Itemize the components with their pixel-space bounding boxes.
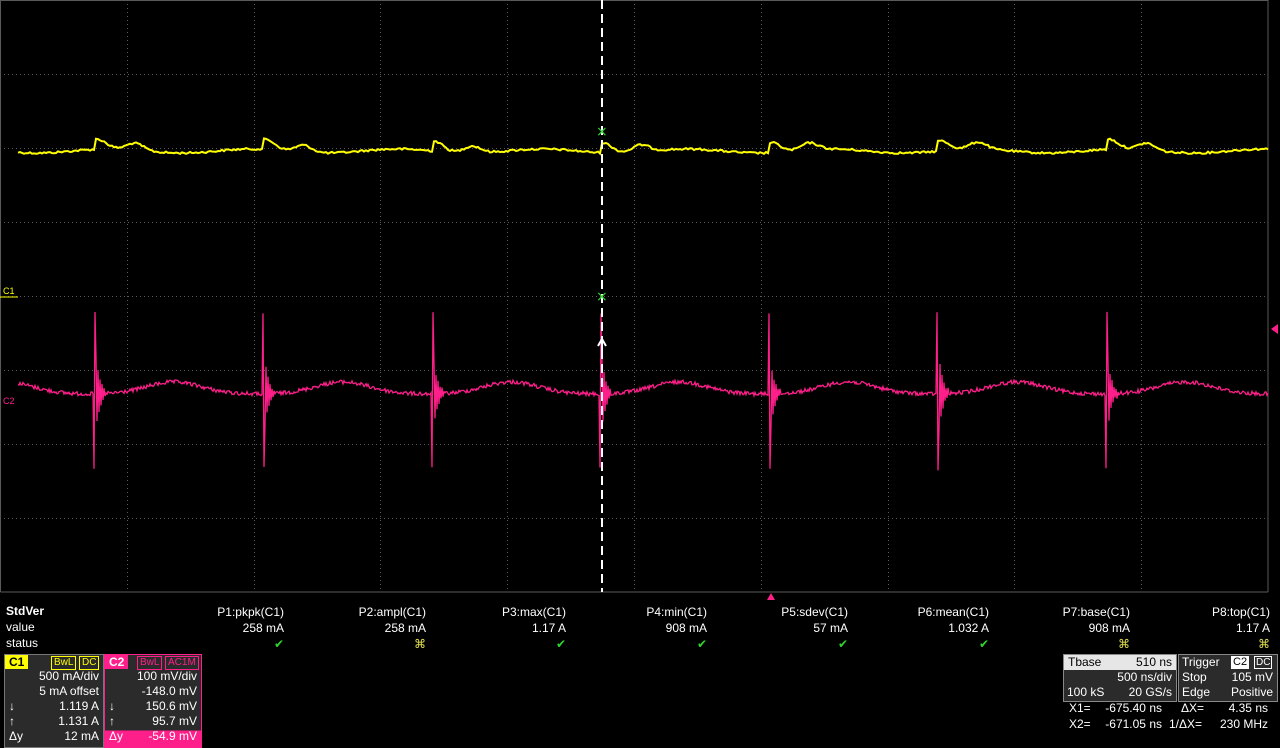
measurement-p4[interactable]: P4:min(C1) 908 mA ✔ xyxy=(577,604,707,652)
channel-2-bwl-flag: BwL xyxy=(137,656,163,670)
channel-1-dy: 12 mA xyxy=(64,729,99,743)
trigger-label: Trigger xyxy=(1182,655,1220,669)
cursor-x1-label: X1= xyxy=(1069,701,1091,715)
cursor-y2-icon: ↑ xyxy=(109,714,115,728)
measurement-p5[interactable]: P5:sdev(C1) 57 mA ✔ xyxy=(718,604,848,652)
measurement-value: 908 mA xyxy=(1088,621,1130,635)
measurement-p6[interactable]: P6:mean(C1) 1.032 A ✔ xyxy=(859,604,989,652)
waveform-display[interactable]: × × C1 C2 xyxy=(0,0,1280,600)
cursor-marker-c1-zero: × xyxy=(596,289,608,305)
trigger-level: 105 mV xyxy=(1231,670,1273,684)
channel-1-tag: C1 xyxy=(5,655,29,669)
channel-2-dy-label: Δy xyxy=(109,729,124,743)
cursor-inv-dx-label: 1/ΔX= xyxy=(1169,717,1203,731)
trigger-descriptor[interactable]: Trigger C2 DC Stop 105 mV Edge Positive xyxy=(1178,654,1278,702)
timebase-sample-rate: 20 GS/s xyxy=(1128,685,1172,699)
channel-1-dy-label: Δy xyxy=(9,729,24,743)
status-warning-icon: ⌘ xyxy=(1118,637,1130,651)
measurement-row-value-label: value xyxy=(6,620,35,634)
cursor-marker-c1-top: × xyxy=(596,124,608,140)
channel-2-offset: -148.0 mV xyxy=(141,684,197,698)
measurement-name: P8:top(C1) xyxy=(1211,605,1270,619)
cursor-y2-icon: ↑ xyxy=(9,714,15,728)
channel-2-descriptor[interactable]: C2 BwL AC1M 100 mV/div -148.0 mV ↓ 150.6 … xyxy=(104,654,202,748)
measurement-value: 258 mA xyxy=(242,621,284,635)
measurement-value: 908 mA xyxy=(665,621,707,635)
measurement-p8[interactable]: P8:top(C1) 1.17 A ⌘ xyxy=(1140,604,1270,652)
measurement-value: 1.17 A xyxy=(531,621,566,635)
cursor-x2-value: -671.05 ns xyxy=(1105,717,1162,731)
cursor-y1-icon: ↓ xyxy=(9,699,15,713)
measurement-p3[interactable]: P3:max(C1) 1.17 A ✔ xyxy=(436,604,566,652)
measurement-p7[interactable]: P7:base(C1) 908 mA ⌘ xyxy=(1000,604,1130,652)
channel-1-scale: 500 mA/div xyxy=(38,669,99,683)
status-ok-icon: ✔ xyxy=(555,637,566,651)
channel-1-y1: 1.119 A xyxy=(59,699,99,713)
status-ok-icon: ✔ xyxy=(696,637,707,651)
channel-2-tag: C2 xyxy=(105,655,129,669)
status-warning-icon: ⌘ xyxy=(1258,637,1270,651)
trigger-level-marker[interactable] xyxy=(1271,324,1278,334)
timebase-rate: 500 ns/div xyxy=(1117,670,1172,684)
cursor-x2-label: X2= xyxy=(1069,717,1091,731)
channel-2-y2: 95.7 mV xyxy=(152,714,197,728)
cursor-y1-icon: ↓ xyxy=(109,699,115,713)
measurement-name: P6:mean(C1) xyxy=(917,605,989,619)
measurement-name: P5:sdev(C1) xyxy=(781,605,848,619)
cursor-arrow-icon xyxy=(597,336,607,352)
timebase-label: Tbase xyxy=(1068,655,1102,669)
measurement-name: P1:pkpk(C1) xyxy=(217,605,284,619)
measurement-value: 1.17 A xyxy=(1235,621,1270,635)
measurement-p2[interactable]: P2:ampl(C1) 258 mA ⌘ xyxy=(296,604,426,652)
trigger-position-marker[interactable] xyxy=(767,593,775,600)
channel-1-descriptor[interactable]: C1 BwL DC 500 mA/div 5 mA offset ↓ 1.119 … xyxy=(4,654,104,748)
cursor-x1-value: -675.40 ns xyxy=(1105,701,1162,715)
channel-1-offset: 5 mA offset xyxy=(39,684,99,698)
trigger-mode: Stop xyxy=(1182,670,1207,684)
trigger-slope: Positive xyxy=(1230,685,1273,699)
status-ok-icon: ✔ xyxy=(273,637,284,651)
channel-1-coupling-flag: DC xyxy=(79,656,100,670)
timebase-delay: 510 ns xyxy=(1135,655,1172,669)
graticule xyxy=(0,0,1269,593)
measurement-value: 1.032 A xyxy=(948,621,989,635)
c1-ground-label: C1 xyxy=(3,286,15,296)
measurement-row-status-label: status xyxy=(6,636,39,650)
channel-2-coupling-flag: AC1M xyxy=(165,656,199,670)
measurement-title: StdVer xyxy=(6,604,45,618)
timebase-descriptor[interactable]: Tbase 510 ns 500 ns/div 100 kS 20 GS/s xyxy=(1063,654,1177,702)
measurement-name: P3:max(C1) xyxy=(501,605,566,619)
trigger-source: C2 xyxy=(1231,656,1250,669)
cursor-inv-dx-value: 230 MHz xyxy=(1219,717,1268,731)
measurement-name: P2:ampl(C1) xyxy=(358,605,426,619)
measurement-name: P7:base(C1) xyxy=(1062,605,1130,619)
channel-1-bwl-flag: BwL xyxy=(51,656,77,670)
measurement-value: 57 mA xyxy=(813,621,848,635)
channel-1-trace xyxy=(17,137,1269,156)
channel-1-y2: 1.131 A xyxy=(58,714,99,728)
status-warning-icon: ⌘ xyxy=(414,637,426,651)
cursor-dx-label: ΔX= xyxy=(1181,701,1205,715)
c2-ground-label: C2 xyxy=(3,396,15,406)
channel-2-y1: 150.6 mV xyxy=(145,699,197,713)
measurement-name: P4:min(C1) xyxy=(646,605,707,619)
channel-2-trace xyxy=(17,311,1269,471)
cursor-dx-value: 4.35 ns xyxy=(1228,701,1268,715)
trigger-type: Edge xyxy=(1182,685,1211,699)
channel-2-dy: -54.9 mV xyxy=(148,729,197,743)
status-ok-icon: ✔ xyxy=(978,637,989,651)
trigger-coupling: DC xyxy=(1254,656,1273,669)
timebase-samples: 100 kS xyxy=(1067,685,1105,699)
channel-2-scale: 100 mV/div xyxy=(136,669,197,683)
status-ok-icon: ✔ xyxy=(837,637,848,651)
measurement-p1[interactable]: P1:pkpk(C1) 258 mA ✔ xyxy=(154,604,284,652)
measurement-value: 258 mA xyxy=(384,621,426,635)
